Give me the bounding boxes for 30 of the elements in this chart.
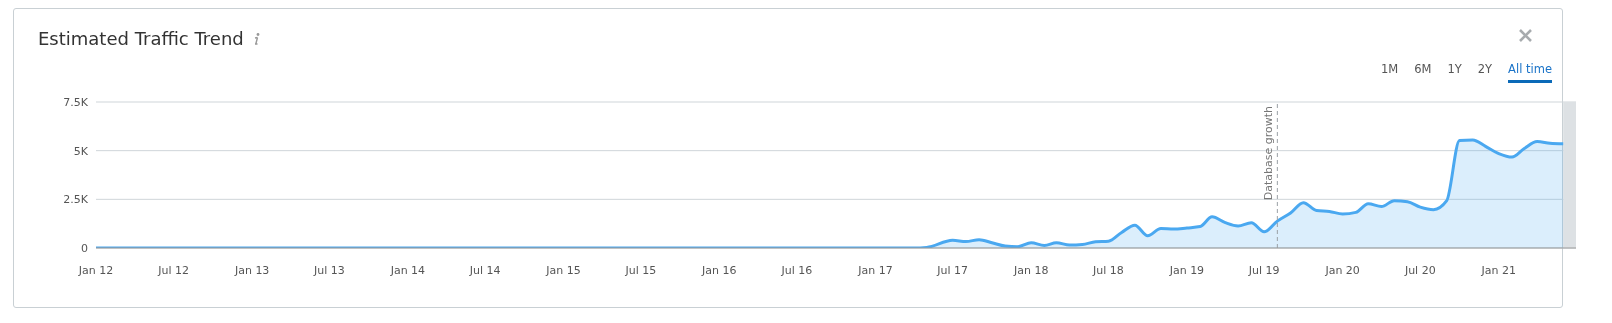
text: 1M [1380,62,1399,78]
y-tick-label: 7.5K [63,95,89,109]
x-tick-label: Jul 12 [157,263,190,277]
x-tick-label: Jan 21 [1480,263,1517,277]
x-tick-label: Jan 13 [233,263,270,277]
x-tick-label: Jan 12 [77,263,114,277]
x-tick-label: Jan 15 [545,263,581,277]
x-tick-label: Jan 14 [389,263,426,277]
x-tick-label: Jul 16 [780,263,813,277]
y-tick-label: 0 [81,241,88,255]
text: All time [1508,62,1552,83]
x-tick-label: Jul 14 [468,263,501,277]
x-tick-label: Jan 17 [857,263,893,277]
text: 1Y [1447,62,1462,78]
x-tick-label: Jul 20 [1403,263,1436,277]
y-tick-label: 2.5K [63,193,89,207]
x-tick-label: Jan 19 [1168,263,1205,277]
x-tick-label: Jul 18 [1092,263,1124,277]
x-tick-label: Jan 20 [1324,263,1360,277]
text: 6M [1414,62,1432,78]
x-tick-label: Jul 17 [936,263,969,277]
chart-title: Estimated Traffic Trend [38,28,244,49]
x-tick-label: Jan 16 [701,263,737,277]
y-tick-label: 5K [73,144,89,158]
text: 2Y [1477,62,1493,78]
ref-line-label: Database growth [1262,105,1276,201]
x-tick-label: Jul 13 [312,263,345,277]
x-tick-label: Jan 18 [1012,263,1049,277]
x-tick-label: Jul 15 [624,263,657,277]
x-tick-label: Jul 19 [1247,263,1280,277]
